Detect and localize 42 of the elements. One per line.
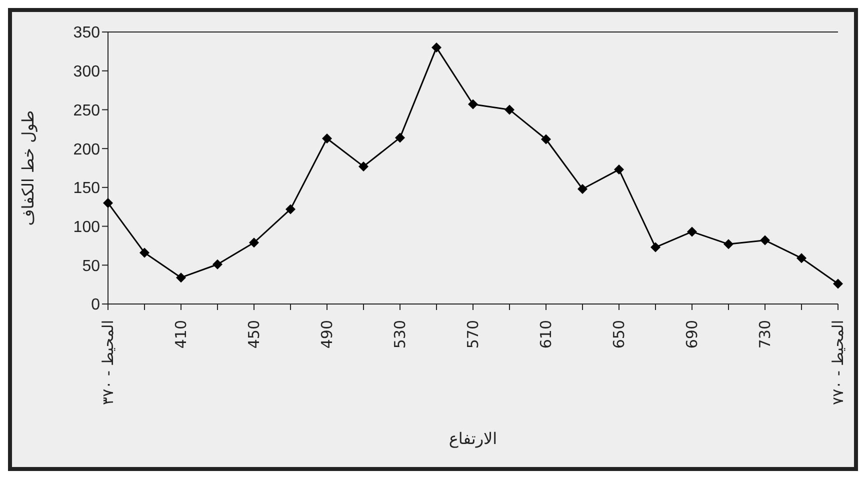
x-tick-label: 610 [537, 320, 555, 349]
x-tick-label: المحيط - ٧٧٠ [829, 320, 847, 405]
x-tick-label: 650 [610, 320, 628, 349]
point [140, 248, 150, 258]
point [687, 226, 697, 237]
x-tick-label: المحيط - ٣٧٠ [99, 320, 117, 405]
x-tick-label: 570 [464, 320, 482, 349]
y-tick-label: 300 [73, 64, 100, 81]
point [176, 272, 186, 283]
point [578, 184, 588, 194]
point [358, 161, 368, 172]
y-tick-label: 0 [91, 296, 100, 314]
x-tick-label: 690 [683, 320, 701, 349]
point [724, 239, 734, 250]
y-tick-label: 50 [82, 258, 100, 275]
x-tick-label: 730 [756, 320, 774, 349]
x-tick-label: 450 [245, 320, 263, 349]
x-tick-label: 490 [318, 320, 336, 349]
y-tick-label: 100 [73, 218, 100, 236]
point [249, 238, 259, 248]
point [650, 242, 660, 252]
point [614, 164, 624, 175]
point [395, 132, 405, 143]
x-axis-title: الارتفاع [448, 429, 498, 448]
y-tick-label: 150 [73, 180, 100, 198]
point [103, 198, 113, 208]
y-tick-label: 250 [73, 102, 100, 120]
point [432, 42, 442, 53]
y-tick-label: 200 [73, 141, 100, 158]
y-tick-label: 350 [73, 24, 100, 42]
point [504, 104, 514, 115]
x-tick-label: 410 [172, 320, 190, 349]
point [322, 133, 332, 144]
point [796, 253, 806, 264]
point [833, 278, 843, 289]
point [468, 99, 478, 110]
y-axis-title: طول خط الكفاف [18, 110, 38, 226]
x-tick-label: 530 [391, 320, 409, 349]
point [212, 259, 222, 270]
point [760, 235, 770, 246]
point [541, 134, 551, 144]
point [286, 204, 296, 214]
